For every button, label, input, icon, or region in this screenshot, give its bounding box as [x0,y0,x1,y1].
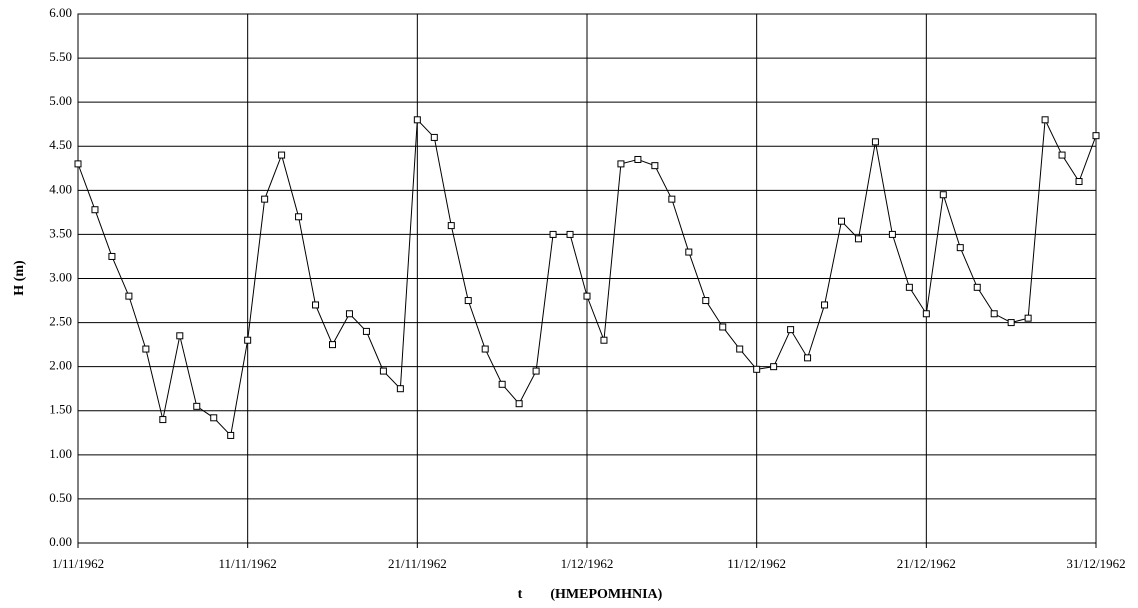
data-point [634,155,642,163]
data-point [1041,116,1049,124]
data-point [617,160,625,168]
data-point [1058,151,1066,159]
data-point [770,363,778,371]
y-tick-label: 3.00 [49,269,72,284]
data-point [295,213,303,221]
data-point [413,116,421,124]
y-tick-label: 5.00 [49,93,72,108]
data-point [1024,314,1032,322]
data-point [990,310,998,318]
x-tick-label: 21/11/1962 [388,556,447,571]
data-point [142,345,150,353]
x-tick-label: 11/11/1962 [219,556,277,571]
x-tick-label: 11/12/1962 [727,556,786,571]
y-tick-label: 2.00 [49,358,72,373]
data-point [804,354,812,362]
data-point [719,323,727,331]
data-point [651,162,659,170]
y-tick-label: 1.00 [49,446,72,461]
data-point [396,385,404,393]
data-point [668,195,676,203]
data-point [464,297,472,305]
data-point [159,416,167,424]
data-point [600,336,608,344]
y-tick-label: 3.50 [49,225,72,240]
data-point [922,310,930,318]
data-point [379,367,387,375]
data-point [821,301,829,309]
data-point [447,222,455,230]
data-point [108,252,116,260]
y-tick-label: 2.50 [49,314,72,329]
data-point [905,283,913,291]
data-point [261,195,269,203]
data-point [566,230,574,238]
y-tick-label: 0.50 [49,490,72,505]
y-tick-label: 4.00 [49,181,72,196]
data-point [74,160,82,168]
y-tick-label: 6.00 [49,5,72,20]
data-point [685,248,693,256]
data-point [973,283,981,291]
data-point [125,292,133,300]
x-tick-label: 1/11/1962 [52,556,104,571]
y-tick-label: 1.50 [49,402,72,417]
x-axis-label: t (ΗΜΕΡΟΜΗΝΙΑ) [518,587,663,602]
data-point [329,341,336,349]
data-point [1075,178,1083,186]
data-point [736,345,744,353]
y-tick-label: 5.50 [49,49,72,64]
data-point [549,230,557,238]
x-tick-label: 31/12/1962 [1066,556,1125,571]
y-tick-label: 4.50 [49,137,72,152]
data-point [193,402,201,410]
data-point [278,151,286,159]
data-point [583,292,591,300]
data-point [91,206,99,214]
data-point [227,431,235,439]
y-axis-label: H (m) [12,260,27,296]
data-point [871,138,879,146]
data-point [1092,132,1100,140]
data-point [362,327,370,335]
data-point [498,380,506,388]
data-point [345,310,353,318]
data-point [787,326,795,334]
data-point [1007,319,1015,327]
data-point [939,191,947,199]
data-point [481,345,489,353]
data-point [430,133,438,141]
x-tick-label: 1/12/1962 [561,556,614,571]
data-point [956,244,964,252]
data-point [244,336,252,344]
data-point [515,400,523,408]
data-point [702,297,710,305]
y-tick-label: 0.00 [49,534,72,549]
data-point [176,332,184,340]
data-point [210,414,218,422]
data-point [532,367,540,375]
data-point [888,230,896,238]
data-point [312,301,320,309]
data-point [753,365,761,373]
data-point [854,235,862,243]
x-tick-label: 21/12/1962 [897,556,956,571]
data-point [838,217,845,225]
